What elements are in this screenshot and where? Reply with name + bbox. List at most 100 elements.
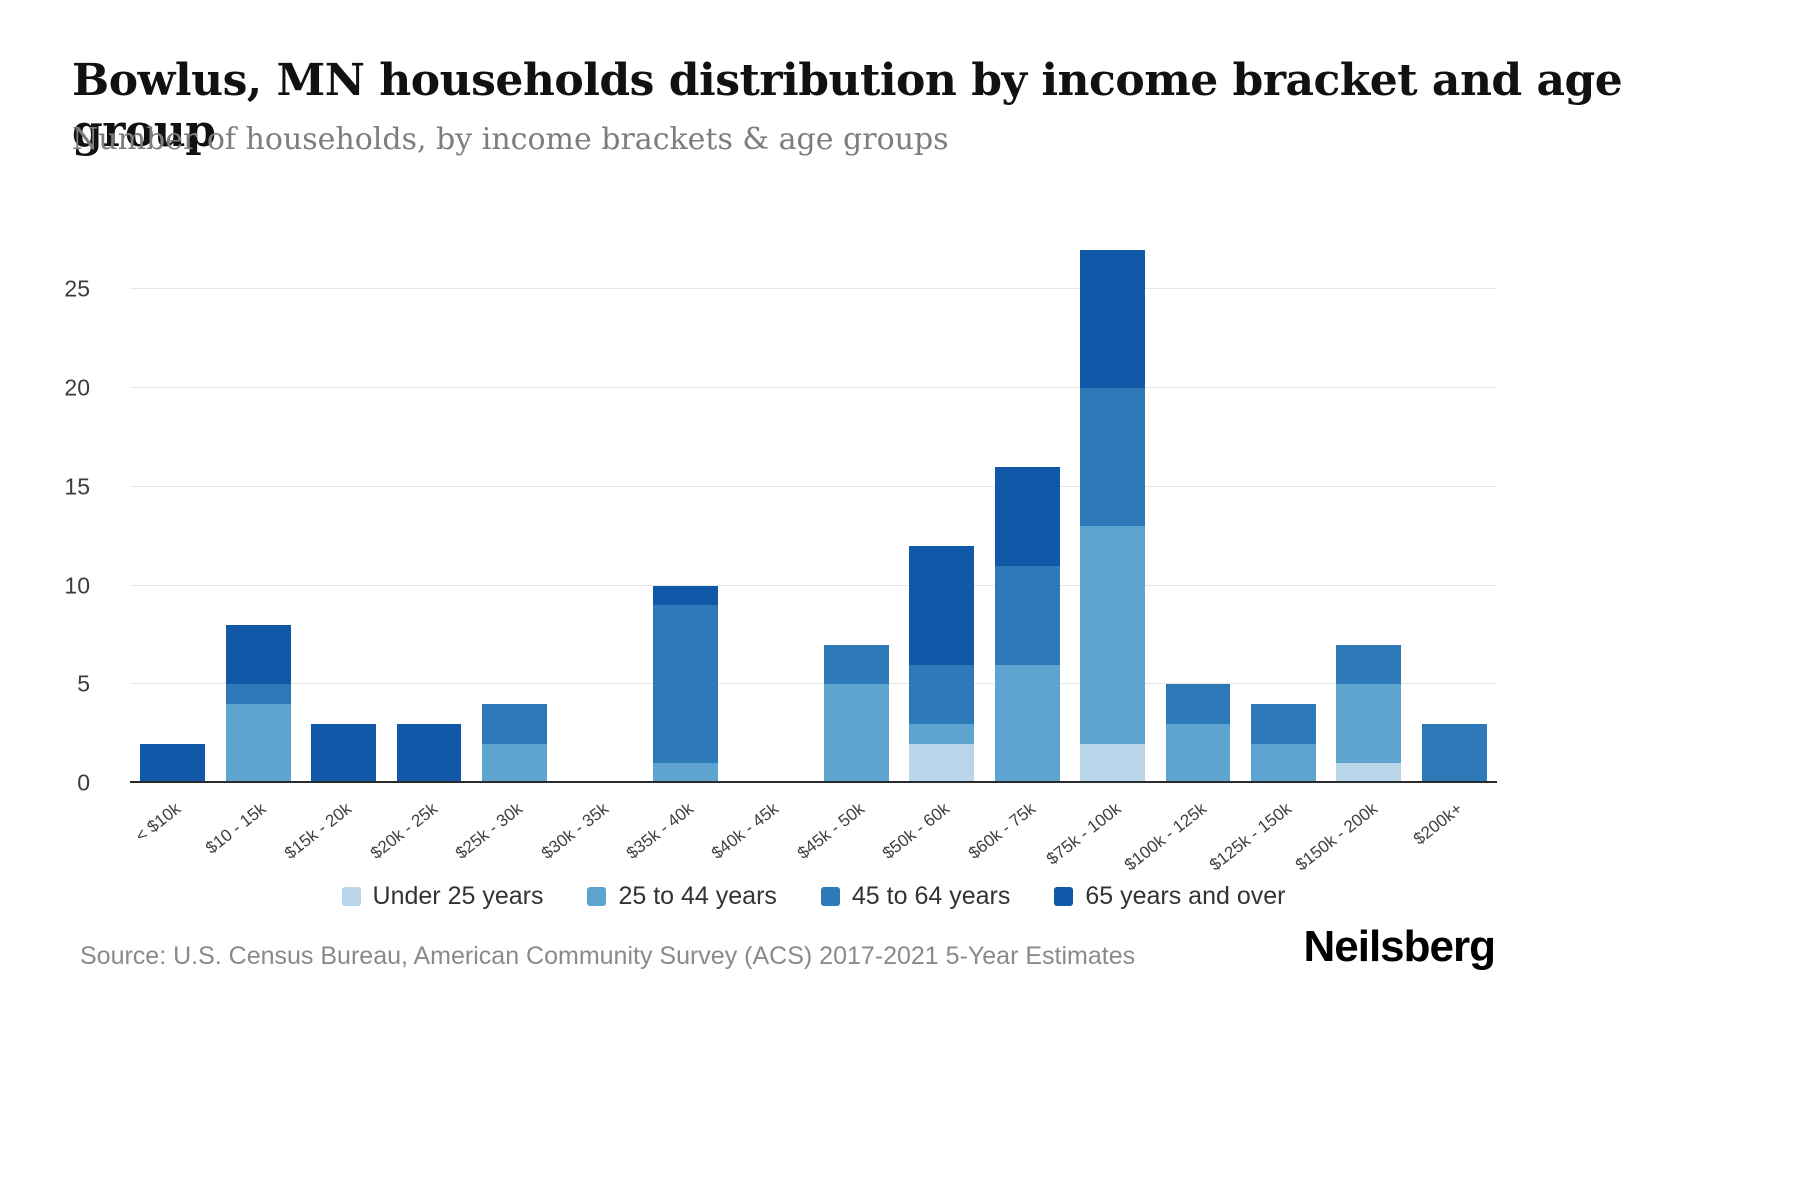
bar-segment[interactable]	[909, 743, 975, 783]
x-tick-label: < $10k	[132, 799, 185, 846]
bar-segment[interactable]	[140, 743, 206, 783]
bar-segment[interactable]	[1080, 388, 1145, 527]
bar-segment[interactable]	[396, 723, 462, 783]
bar-segment[interactable]	[225, 684, 291, 705]
bar-4[interactable]	[472, 250, 557, 783]
x-axis: < $10k $10 - 15k $15k - 20k $20k - 25k $25k …	[130, 785, 1497, 880]
bar-3[interactable]	[386, 250, 471, 783]
bar-segment[interactable]	[909, 546, 975, 665]
bar-5[interactable]	[557, 250, 642, 783]
bar-stack	[567, 250, 632, 783]
legend-swatch	[820, 887, 840, 906]
legend-label: 25 to 44 years	[618, 882, 777, 910]
x-tick: $200k+	[1409, 785, 1497, 880]
bar-segment[interactable]	[1421, 723, 1487, 783]
bar-segment[interactable]	[1165, 723, 1231, 783]
bar-8[interactable]	[814, 250, 899, 783]
legend-swatch	[341, 887, 361, 906]
y-tick-label: 15	[64, 473, 90, 500]
bar-stack	[1080, 250, 1145, 783]
x-tick: $20k - 25k	[366, 785, 471, 880]
legend-item[interactable]: 45 to 64 years	[820, 882, 1011, 911]
gridlines	[130, 250, 1497, 783]
bar-12[interactable]	[1155, 250, 1240, 783]
x-tick-label: $200k+	[1409, 799, 1466, 849]
x-tick: $10 - 15k	[202, 785, 300, 880]
bar-segment[interactable]	[994, 664, 1060, 783]
bar-1[interactable]	[215, 250, 300, 783]
bar-segment[interactable]	[1165, 684, 1231, 724]
bar-stack	[1250, 250, 1316, 783]
bar-13[interactable]	[1241, 250, 1326, 783]
bar-segment[interactable]	[225, 625, 291, 685]
bar-6[interactable]	[643, 250, 728, 783]
bar-segment[interactable]	[909, 723, 975, 744]
bar-segment[interactable]	[482, 704, 547, 744]
bar-segment[interactable]	[1250, 743, 1316, 783]
x-tick: $50k - 60k	[879, 785, 984, 880]
y-tick-label: 25	[64, 275, 90, 302]
bar-2[interactable]	[301, 250, 386, 783]
bar-segment[interactable]	[225, 704, 291, 783]
gridline	[130, 683, 1497, 685]
bar-15[interactable]	[1412, 250, 1497, 783]
legend: Under 25 years 25 to 44 years 45 to 64 yea…	[130, 882, 1497, 911]
bar-segment[interactable]	[994, 565, 1060, 665]
bar-segment[interactable]	[652, 605, 718, 764]
bar-segment[interactable]	[1336, 644, 1402, 685]
x-axis-line	[130, 781, 1497, 783]
y-tick-label: 10	[64, 572, 90, 599]
bar-segment[interactable]	[994, 467, 1060, 566]
neilsberg-logo: Neilsberg	[1303, 922, 1496, 971]
bar-segment[interactable]	[1080, 250, 1145, 389]
bar-stack	[1165, 250, 1231, 783]
x-tick: $25k - 30k	[452, 785, 557, 880]
x-tick: < $10k	[130, 785, 215, 880]
legend-item[interactable]: 65 years and over	[1054, 882, 1285, 911]
legend-label: Under 25 years	[372, 882, 544, 910]
bar-segment[interactable]	[823, 644, 889, 685]
gridline	[130, 288, 1497, 290]
bar-14[interactable]	[1326, 250, 1411, 783]
x-tick: $15k - 20k	[281, 785, 386, 880]
bar-stack	[823, 250, 889, 783]
y-tick-label: 20	[64, 374, 90, 401]
bar-segment[interactable]	[1080, 526, 1145, 744]
bar-segment[interactable]	[1250, 704, 1316, 744]
bar-segment[interactable]	[1336, 763, 1402, 783]
gridline	[130, 584, 1497, 586]
source-text: Source: U.S. Census Bureau, American Com…	[80, 942, 1136, 970]
bar-10[interactable]	[984, 250, 1069, 783]
x-tick: $35k - 40k	[623, 785, 728, 880]
legend-label: 45 to 64 years	[851, 882, 1011, 910]
bar-segment[interactable]	[482, 743, 547, 783]
bar-0[interactable]	[130, 250, 215, 783]
bar-segment[interactable]	[652, 585, 718, 606]
legend-item[interactable]: 25 to 44 years	[587, 882, 777, 911]
bar-7[interactable]	[728, 250, 813, 783]
chart-title: Bowlus, MN households distribution by in…	[72, 55, 1623, 157]
legend-item[interactable]: Under 25 years	[341, 882, 544, 911]
bar-stack	[909, 250, 975, 783]
x-tick: $40k - 45k	[708, 785, 813, 880]
bar-segment[interactable]	[823, 684, 889, 783]
legend-swatch	[587, 887, 607, 906]
bar-segment[interactable]	[1080, 743, 1145, 783]
bar-9[interactable]	[899, 250, 984, 783]
bar-segment[interactable]	[1336, 684, 1402, 764]
bar-stack	[738, 250, 803, 783]
bar-stack	[311, 250, 377, 783]
gridline	[130, 485, 1497, 487]
plot-area	[130, 250, 1497, 783]
y-tick-label: 5	[77, 670, 90, 697]
y-tick-label: 0	[77, 769, 90, 796]
bar-segment[interactable]	[909, 664, 975, 724]
bars	[130, 250, 1497, 783]
y-axis: 0 5 10 15 20 25	[0, 250, 110, 796]
legend-label: 65 years and over	[1085, 882, 1286, 910]
bar-11[interactable]	[1070, 250, 1155, 783]
bar-segment[interactable]	[311, 723, 377, 783]
bar-stack	[994, 250, 1060, 783]
bar-stack	[396, 250, 462, 783]
bar-segment[interactable]	[652, 763, 718, 783]
